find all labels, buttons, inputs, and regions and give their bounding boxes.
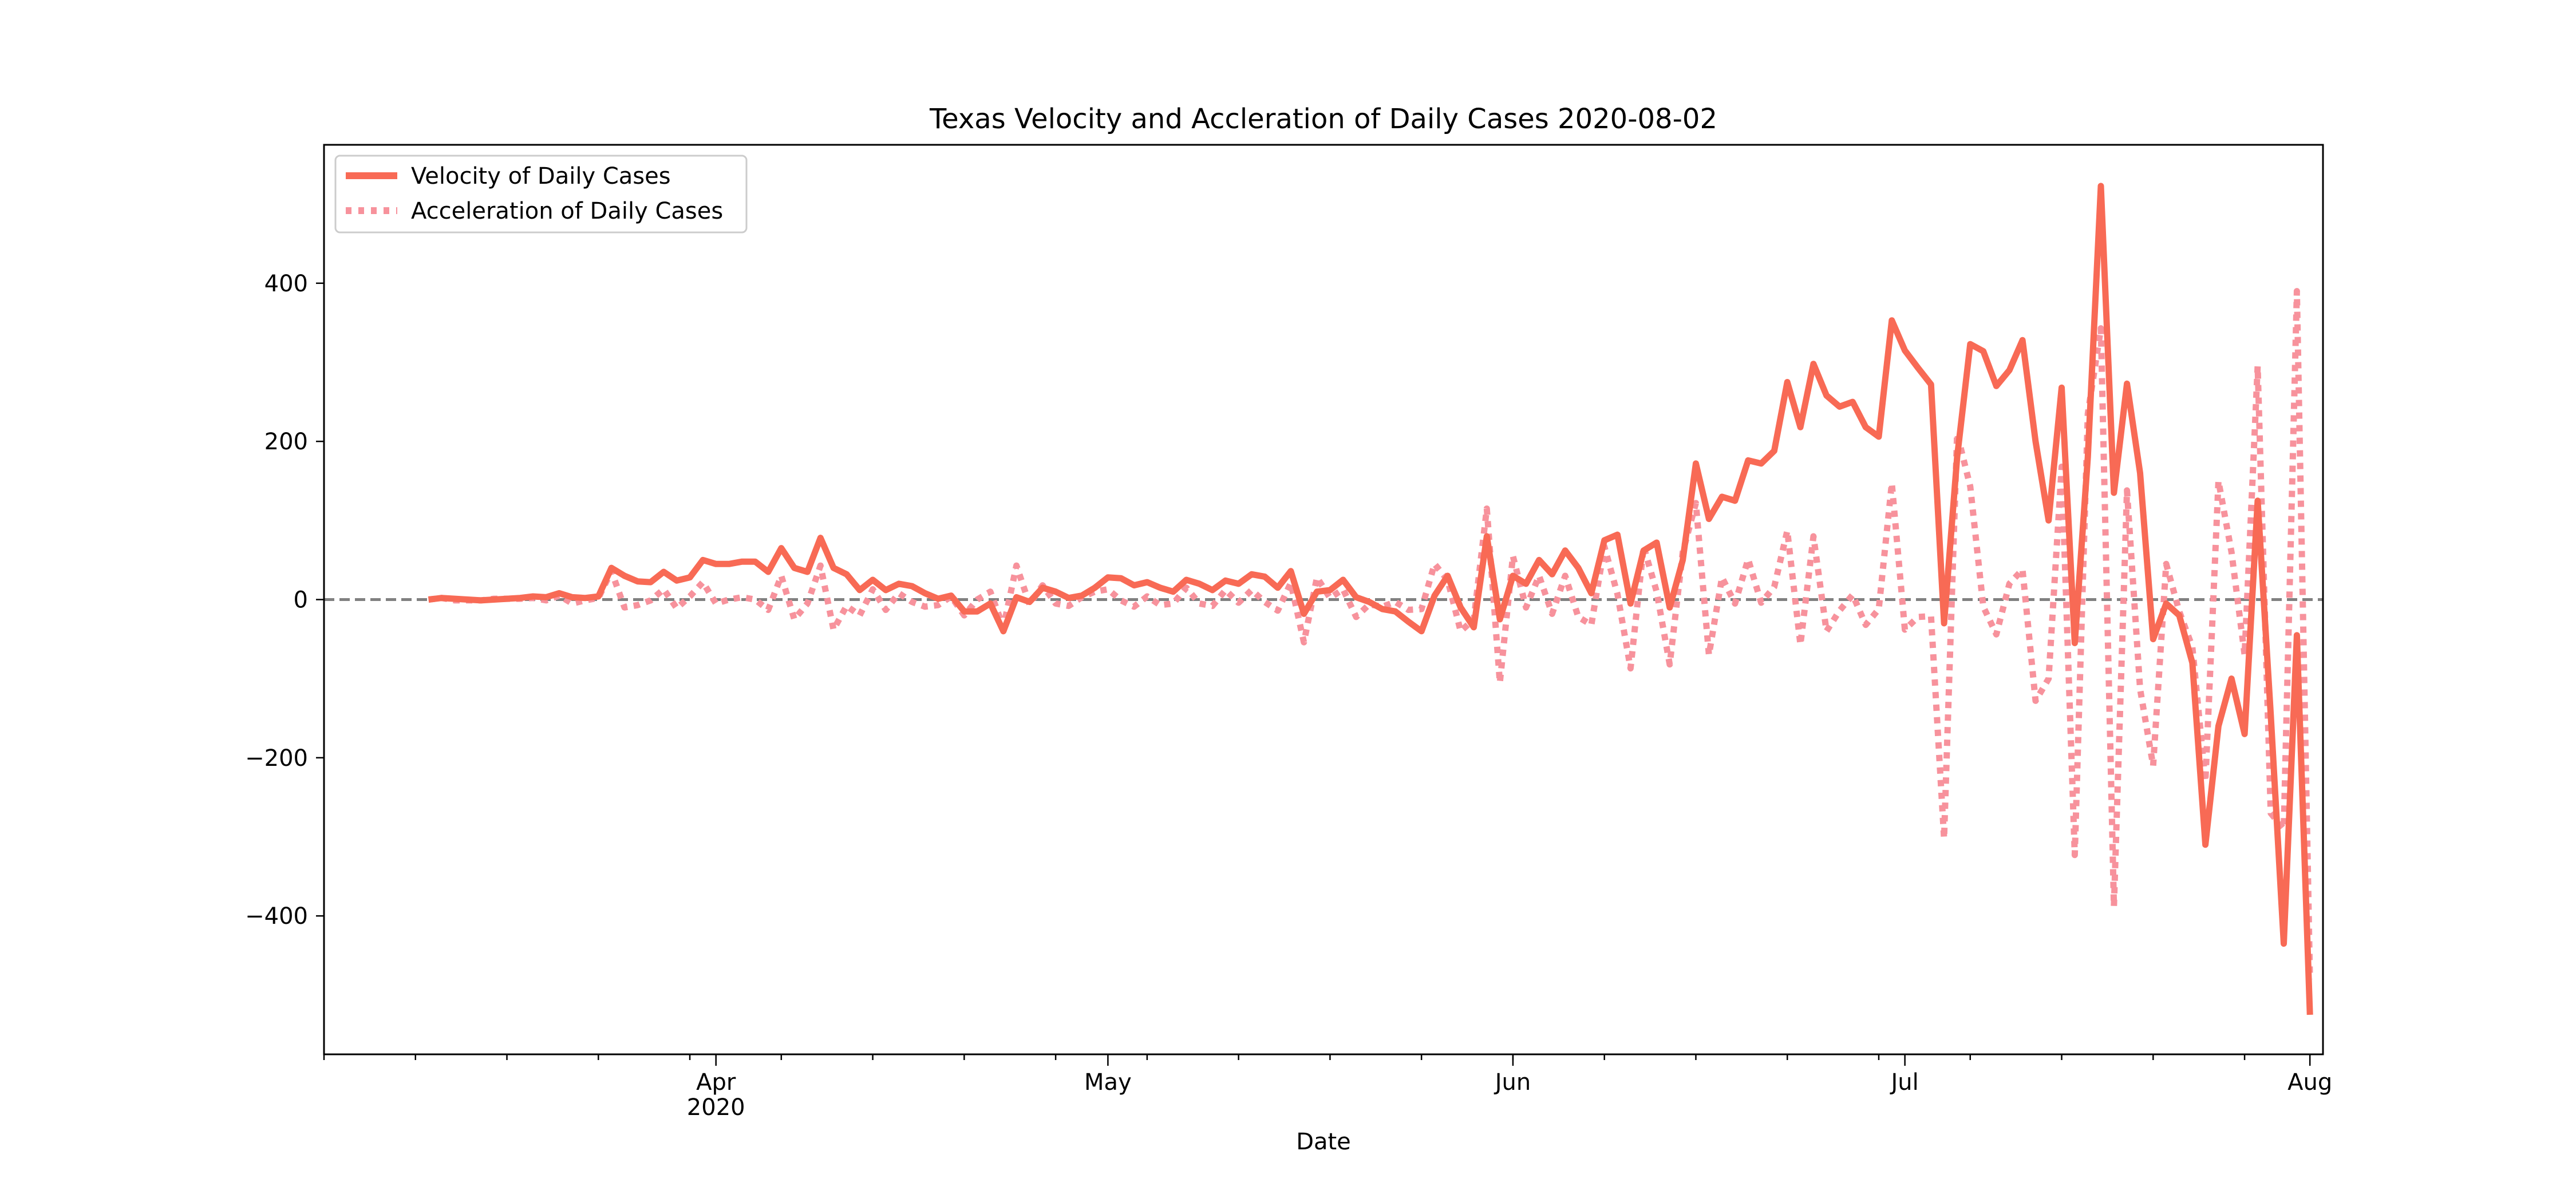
y-axis: 400 200 0 −200 −400	[245, 271, 324, 930]
x-axis-title: Date	[1296, 1129, 1351, 1155]
chart-title: Texas Velocity and Accleration of Daily …	[929, 103, 1717, 135]
legend-box	[334, 155, 748, 234]
x-tick-label: May	[1084, 1069, 1132, 1096]
y-tick-label: −200	[245, 745, 308, 772]
legend-label-acceleration: Acceleration of Daily Cases	[411, 198, 723, 224]
y-tick-label: 0	[294, 587, 308, 614]
series-acceleration-line	[428, 288, 2313, 979]
x-tick-sublabel: 2020	[687, 1094, 745, 1121]
y-tick-label: 400	[264, 271, 308, 297]
plot-area	[323, 144, 2324, 1055]
series-velocity-line	[428, 183, 2313, 1015]
y-tick-label: −400	[245, 903, 308, 930]
y-tick-label: 200	[264, 429, 308, 455]
legend: Velocity of Daily Cases Acceleration of …	[334, 155, 748, 234]
x-tick-label: Jun	[1494, 1069, 1531, 1096]
x-tick-label: Aug	[2287, 1069, 2332, 1096]
legend-label-velocity: Velocity of Daily Cases	[411, 163, 671, 189]
series-group	[428, 183, 2313, 1015]
x-tick-label: Jul	[1890, 1069, 1919, 1096]
x-tick-label: Apr	[696, 1069, 736, 1096]
